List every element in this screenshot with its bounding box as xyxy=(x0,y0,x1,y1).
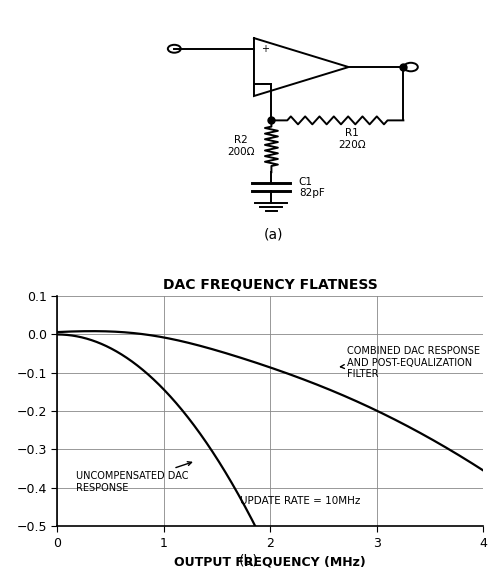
Text: (a): (a) xyxy=(264,228,284,242)
Text: UNCOMPENSATED DAC
RESPONSE: UNCOMPENSATED DAC RESPONSE xyxy=(76,462,192,493)
Text: UPDATE RATE = 10MHz: UPDATE RATE = 10MHz xyxy=(241,496,361,506)
Text: (b): (b) xyxy=(239,554,259,568)
Text: R1
220Ω: R1 220Ω xyxy=(339,128,366,150)
Title: DAC FREQUENCY FLATNESS: DAC FREQUENCY FLATNESS xyxy=(163,278,377,292)
Text: C1
82pF: C1 82pF xyxy=(299,177,325,198)
X-axis label: OUTPUT FREQUENCY (MHz): OUTPUT FREQUENCY (MHz) xyxy=(174,555,366,568)
Text: −: − xyxy=(260,79,269,90)
Text: R2
200Ω: R2 200Ω xyxy=(227,136,254,157)
Text: +: + xyxy=(261,44,269,53)
Text: COMBINED DAC RESPONSE
AND POST-EQUALIZATION
FILTER: COMBINED DAC RESPONSE AND POST-EQUALIZAT… xyxy=(341,346,480,379)
